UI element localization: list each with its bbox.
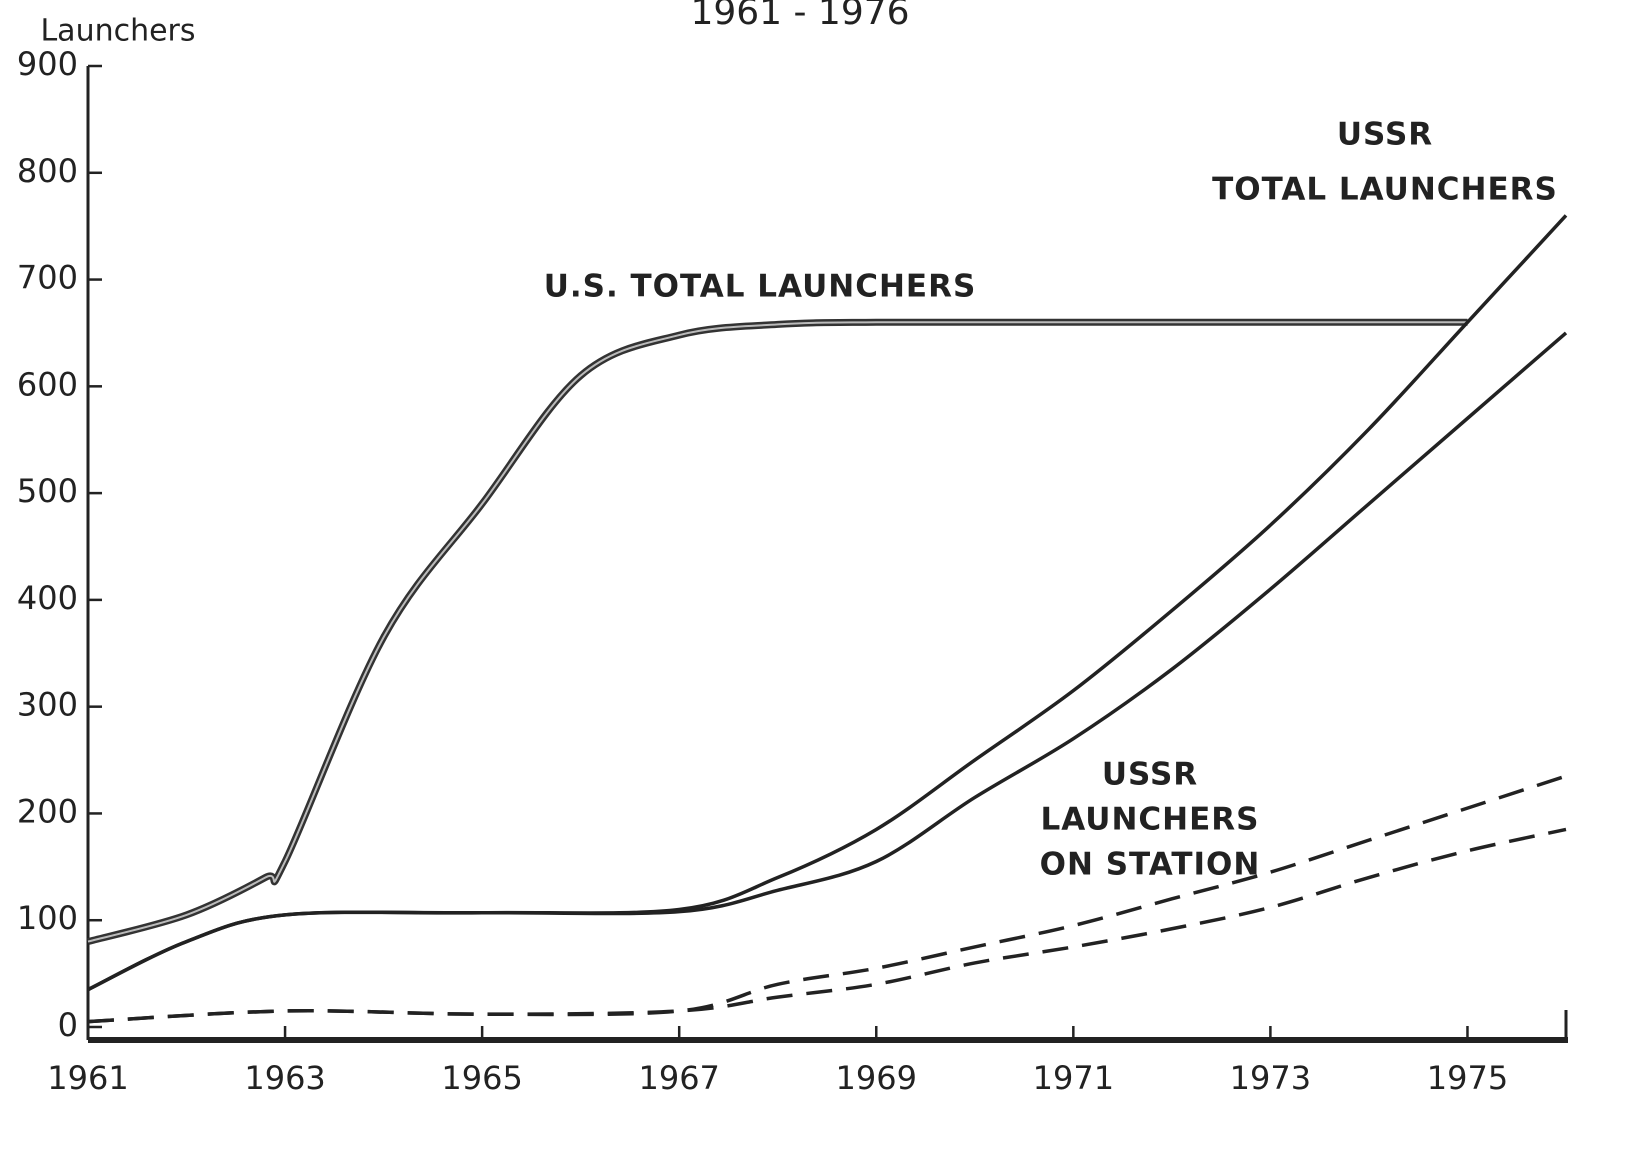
y-tick-label: 200 bbox=[17, 792, 78, 830]
x-tick-label: 1969 bbox=[836, 1059, 917, 1097]
x-tick-label: 1975 bbox=[1427, 1059, 1508, 1097]
y-tick-label: 600 bbox=[17, 365, 78, 403]
series-label: USSR bbox=[1102, 757, 1198, 793]
series-line bbox=[87, 318, 1468, 945]
x-tick-label: 1967 bbox=[638, 1059, 719, 1097]
series-line bbox=[87, 214, 1568, 992]
x-tick-label: 1965 bbox=[441, 1059, 522, 1097]
y-tick-label: 700 bbox=[17, 259, 78, 297]
chart-title: 1961 - 1976 bbox=[690, 0, 909, 33]
series-label: USSR bbox=[1337, 117, 1433, 153]
y-tick-label: 0 bbox=[58, 1006, 78, 1044]
y-tick-label: 800 bbox=[17, 152, 78, 190]
series-line bbox=[87, 331, 1568, 992]
series-label: TOTAL LAUNCHERS bbox=[1212, 172, 1558, 208]
series-label: U.S. TOTAL LAUNCHERS bbox=[544, 269, 977, 305]
x-tick-label: 1973 bbox=[1230, 1059, 1311, 1097]
y-tick-label: 100 bbox=[17, 899, 78, 937]
series-line bbox=[87, 827, 1567, 1024]
x-tick-label: 1961 bbox=[47, 1059, 128, 1097]
series-label: ON STATION bbox=[1040, 847, 1261, 883]
y-tick-label: 500 bbox=[17, 472, 78, 510]
series-label: LAUNCHERS bbox=[1041, 802, 1260, 838]
x-tick-label: 1963 bbox=[244, 1059, 325, 1097]
y-tick-label: 900 bbox=[17, 45, 78, 83]
y-tick-label: 400 bbox=[17, 579, 78, 617]
series-line-inner bbox=[87, 321, 1468, 943]
y-tick-label: 300 bbox=[17, 686, 78, 724]
x-tick-label: 1971 bbox=[1033, 1059, 1114, 1097]
y-axis-label: Launchers bbox=[40, 14, 195, 49]
